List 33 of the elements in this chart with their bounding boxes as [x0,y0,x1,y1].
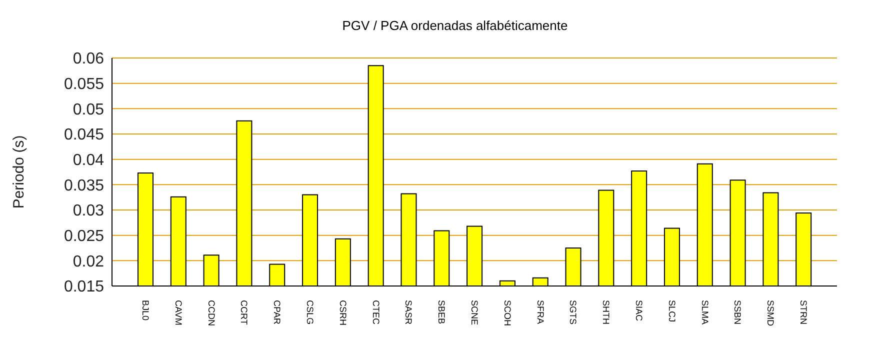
x-tick-label: SGTS [568,300,578,325]
x-tick-label: SSBN [732,300,743,325]
x-tick-label: CSRH [338,300,348,326]
x-tick-label: SFRA [535,300,546,324]
y-tick-label: 0.055 [64,76,104,94]
y-tick-label: 0.015 [64,278,104,296]
x-tick-label: CPAR [272,300,282,325]
x-tick-label: SBEB [436,300,447,324]
x-tick-label: SCNE [470,300,480,326]
y-tick-label: 0.04 [72,152,104,170]
x-tick-label: STRN [798,300,809,324]
x-tick-label: SCOH [502,300,512,326]
y-tick-label: 0.03 [72,202,104,220]
y-tick-label: 0.045 [64,126,104,144]
x-tick-label: SASR [404,300,414,326]
x-tick-label: CTEC [370,300,381,325]
y-tick-label: 0.06 [72,50,104,68]
y-tick-label: 0.05 [72,101,104,118]
x-tick-label: SHTH [601,300,612,324]
x-tick-label: SIAC [634,300,644,322]
x-tick-label: CSLG [304,300,315,325]
chart-title: PGV / PGA ordenadas alfabéticamente [341,17,569,35]
x-tick-label: SSMD [766,300,776,327]
y-tick-label: 0.025 [64,228,104,246]
x-tick-label: BJL0 [140,300,150,321]
x-tick-label: CCRT [239,300,250,326]
x-tick-label: SLCJ [666,300,677,322]
x-tick-label: SLMA [700,300,710,325]
y-tick-label: 0.035 [64,177,104,194]
y-tick-label: 0.02 [72,253,104,270]
x-tick-label: CAVM [173,300,184,326]
y-axis-title: Periodo (s) [10,135,28,209]
x-tick-label: CCDN [206,300,216,326]
